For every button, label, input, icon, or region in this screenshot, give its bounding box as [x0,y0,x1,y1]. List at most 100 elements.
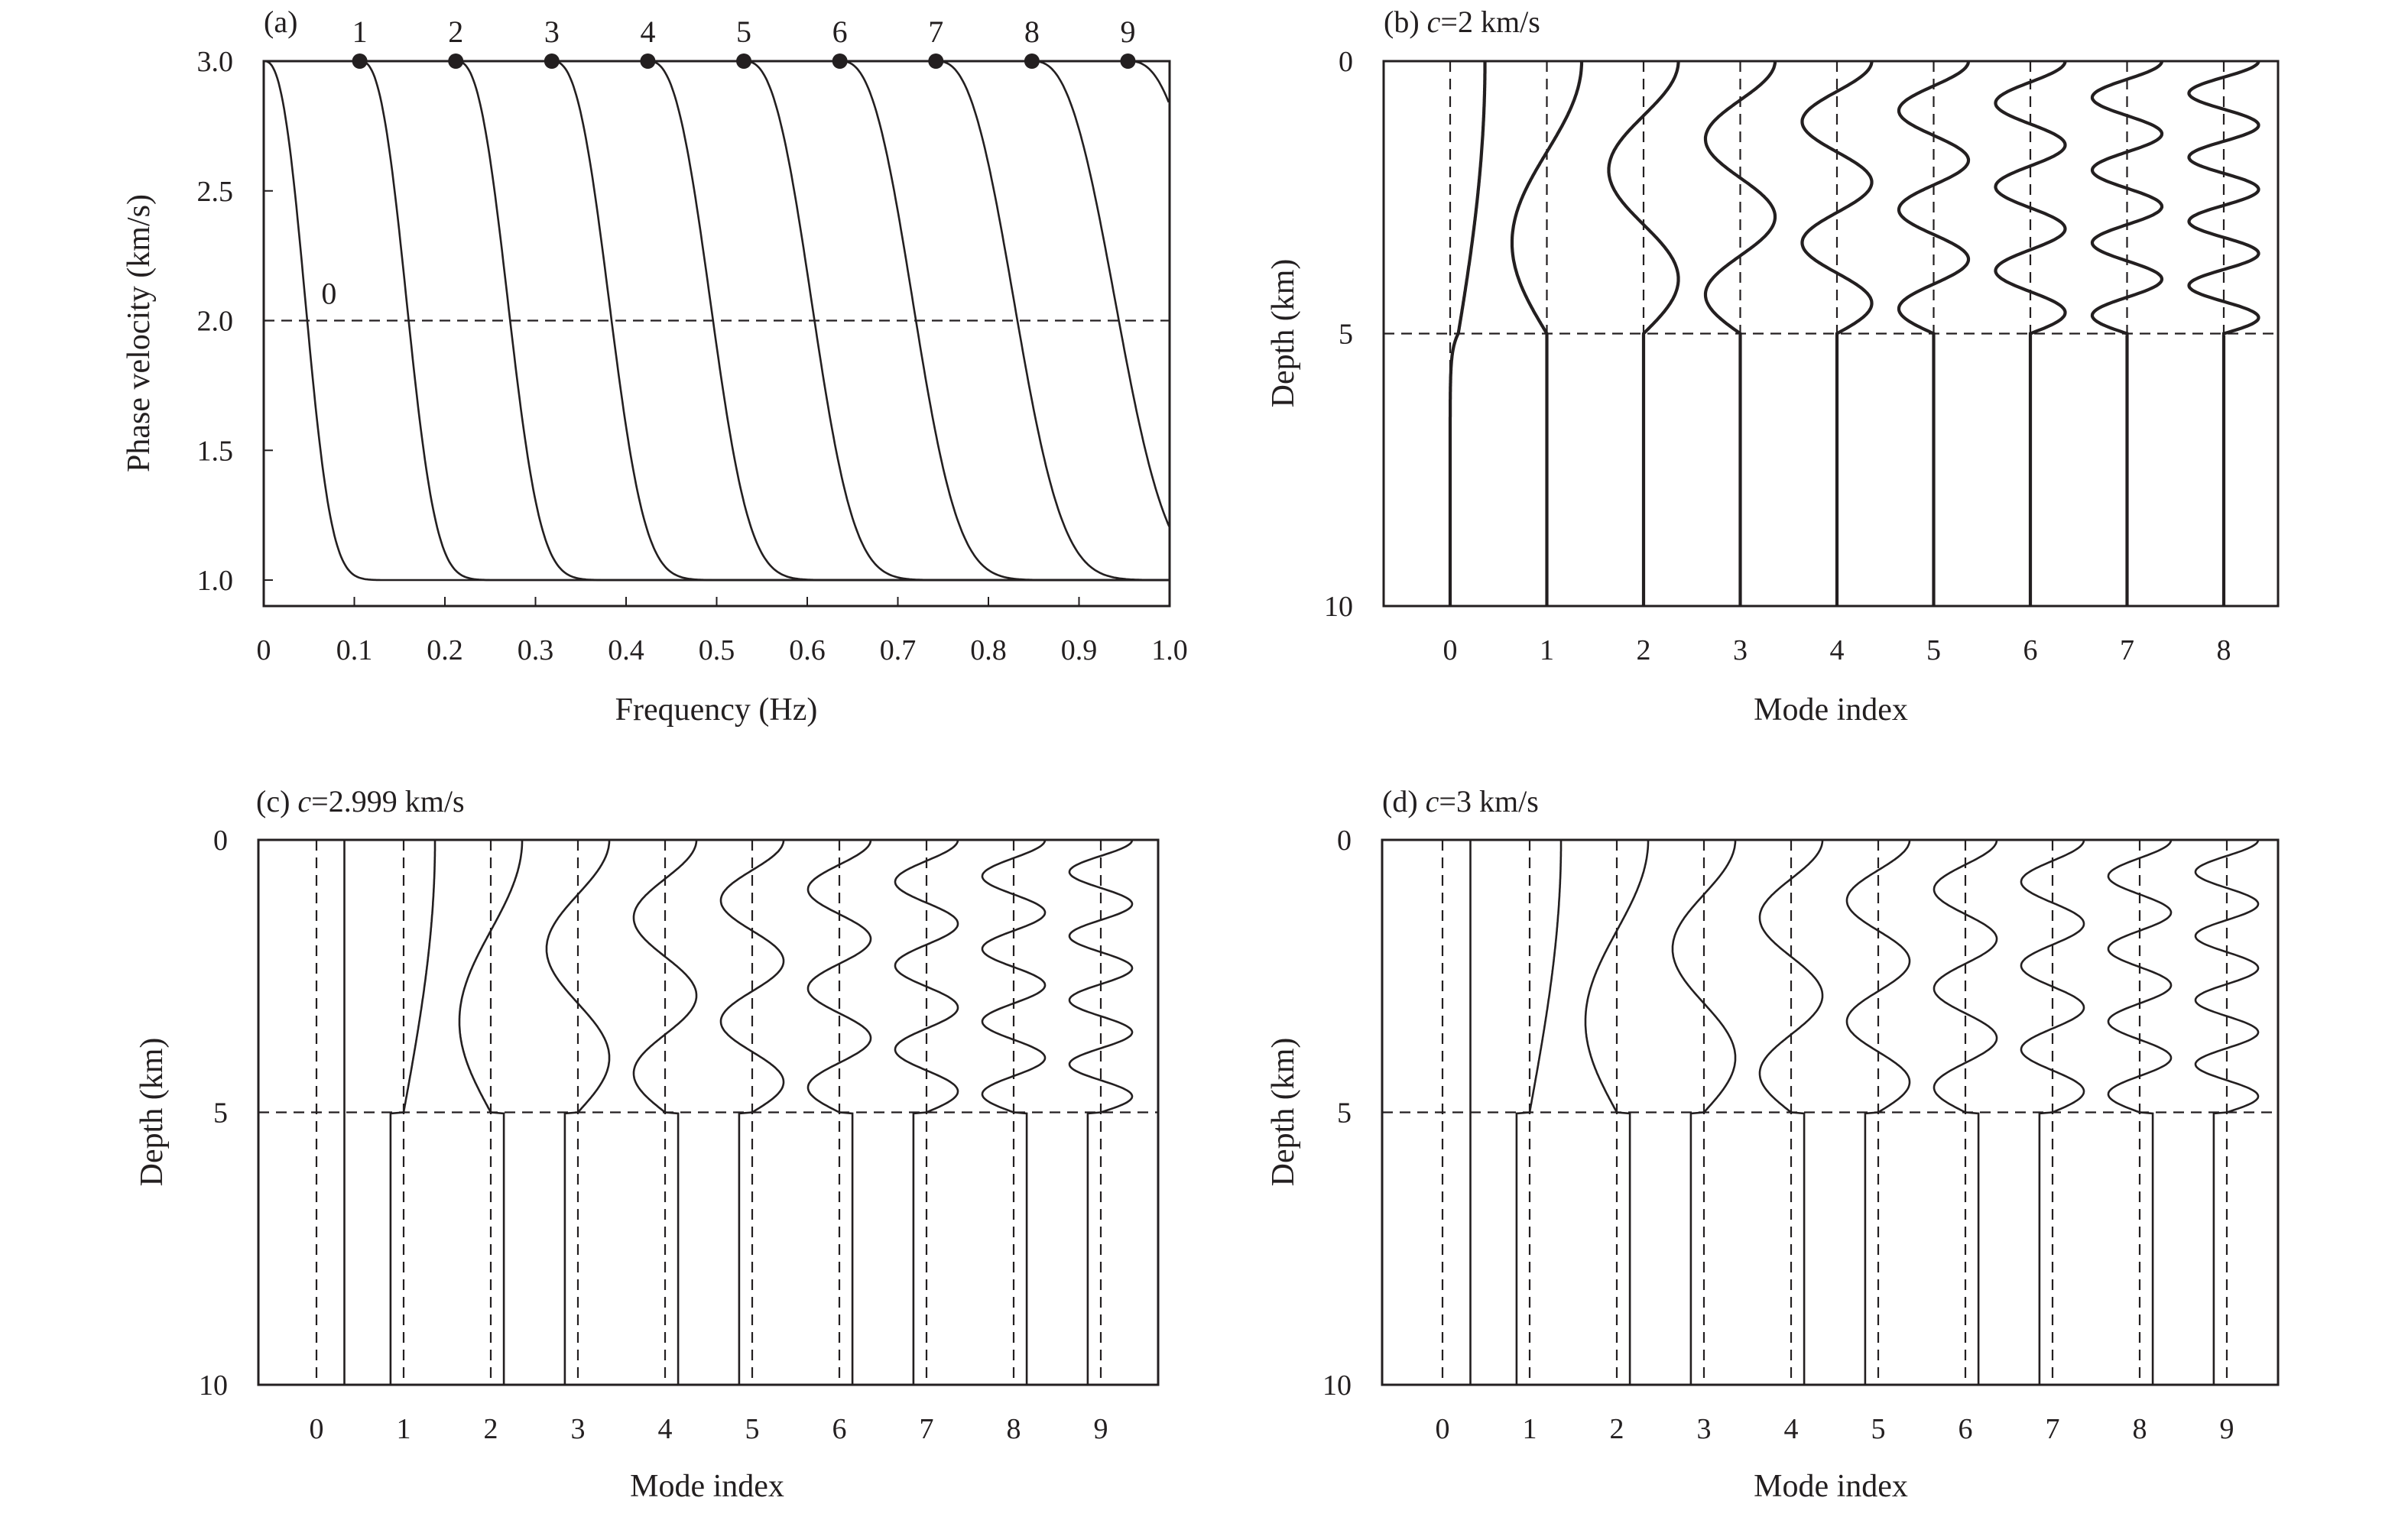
panel-b-y-tick-label: 10 [1324,591,1353,623]
panel-a-x-tick-label: 0.5 [699,634,735,666]
mode-4-eigenfunction [1758,840,1824,1385]
panel-d-y-tick-label: 5 [1337,1097,1352,1130]
cutoff-label-9: 9 [1120,15,1135,49]
panel-c-y-tick-label: 10 [199,1370,228,1402]
panel-c-x-tick-label: 9 [1094,1413,1108,1445]
mode-4-eigenfunction [632,840,698,1385]
mode-6-eigenfunction [1933,839,1998,1385]
panel-a-x-tick-label: 0.1 [336,634,373,666]
cutoff-label-6: 6 [832,15,848,49]
cutoff-label-4: 4 [640,15,655,49]
panel-c-x-tick-label: 2 [484,1413,498,1445]
panel-d-x-tick-label: 0 [1436,1413,1450,1445]
panel-d-title: (d) c=3 km/s [1382,784,1539,818]
panel-c-eigenfunctions: (c) c=2.999 km/s 0 1 2 3 4 5 6 7 8 9 0 5 10 Mode ind… [135,784,1160,1504]
panel-d-x-axis-label: Mode index [1754,1469,1908,1504]
mode-3-eigenfunction [1703,61,1777,606]
panel-d-x-tick-label: 1 [1523,1413,1537,1445]
panel-c-x-tick-label: 6 [832,1413,847,1445]
panel-a-dispersion-chart: (a) 1 2 3 4 5 6 7 8 9 0 0.1 0.2 0.3 0.4 0.5 0.6 0.7 0.8 0… [122,5,1188,728]
panel-a-x-tick-label: 0.8 [970,634,1007,666]
panel-d-x-tick-label: 4 [1784,1413,1799,1445]
panel-a-y-tick-label: 2.5 [197,176,234,208]
panel-c-x-tick-label: 0 [310,1413,324,1445]
mode-3-eigenfunction [545,840,611,1385]
panel-d-x-tick-label: 9 [2220,1413,2234,1445]
mode-1-eigenfunction [1515,840,1563,1385]
mode-9-eigenfunction [2194,839,2260,1385]
panel-b-x-tick-label: 4 [1830,634,1845,666]
panel-b-x-tick-label: 6 [2023,634,2038,666]
panel-c-x-tick-label: 5 [745,1413,760,1445]
panel-b-x-tick-label: 1 [1540,634,1554,666]
panel-b-x-tick-label: 8 [2217,634,2231,666]
panel-a-x-tick-label: 0.7 [880,634,917,666]
panel-d-c-value: =3 km/s [1439,784,1538,818]
mode-8-eigenfunction [2187,60,2260,606]
panel-d-label: (d) [1382,784,1426,818]
cutoff-label-2: 2 [448,15,463,49]
panel-d-x-tick-label: 6 [1959,1413,1973,1445]
panel-a-x-tick-label: 0 [257,634,271,666]
panel-a-y-tick-label: 3.0 [197,46,234,78]
panel-d-y-tick-label: 10 [1322,1370,1352,1402]
panel-d-y-axis-label: Depth (km) [1266,1038,1301,1187]
panel-a-label: (a) [264,5,297,39]
mode-1-eigenfunction [1510,61,1584,606]
panel-a-x-tick-label: 0.9 [1061,634,1098,666]
panel-b-c-symbol: c [1427,5,1441,39]
panel-a-y-tick-label: 1.0 [197,565,234,597]
panel-c-label: (c) [256,784,297,818]
panel-a-x-tick-label: 0.2 [427,634,463,666]
mode-7-eigenfunction [2090,60,2164,606]
mode-9-dispersion-curve [1128,60,1170,103]
cutoff-label-5: 5 [736,15,751,49]
panel-c-x-tick-label: 4 [658,1413,673,1445]
mode-2-eigenfunction [458,840,524,1385]
panel-c-x-tick-label: 7 [920,1413,934,1445]
panel-c-x-tick-label: 1 [397,1413,411,1445]
panel-b-y-tick-label: 5 [1339,319,1353,351]
panel-a-x-tick-label: 1.0 [1151,634,1188,666]
panel-c-y-tick-label: 0 [213,825,228,857]
panel-a-x-axis-label: Frequency (Hz) [615,692,818,728]
panel-d-y-tick-label: 0 [1337,825,1352,857]
panel-b-eigenfunctions: (b) c=2 km/s 0 1 2 3 4 5 6 7 8 0 5 10 Mode index De… [1266,5,2280,728]
mode-8-eigenfunction [2107,839,2173,1385]
mode-7-eigenfunction [894,839,959,1385]
panel-d-x-tick-label: 3 [1697,1413,1712,1445]
panel-b-x-tick-label: 0 [1443,634,1458,666]
panel-d-c-symbol: c [1426,784,1439,818]
mode-5-eigenfunction [1845,840,1911,1385]
mode-2-eigenfunction [1607,61,1680,606]
mode-7-dispersion-curve [936,60,1170,582]
panel-b-y-tick-label: 0 [1339,46,1353,78]
panel-b-label: (b) [1384,5,1427,39]
panel-c-x-axis-label: Mode index [630,1469,784,1504]
mode-3-eigenfunction [1671,840,1737,1385]
panel-a-x-tick-label: 0.4 [608,634,644,666]
panel-d-x-tick-label: 5 [1871,1413,1886,1445]
mode-6-eigenfunction [1994,60,2067,606]
mode-2-eigenfunction [1584,840,1650,1385]
panel-c-title: (c) c=2.999 km/s [256,784,465,818]
panel-c-c-value: =2.999 km/s [311,784,464,818]
cutoff-label-7: 7 [928,15,943,49]
panel-b-c-value: =2 km/s [1440,5,1540,39]
mode-7-eigenfunction [2020,839,2085,1385]
panel-b-x-tick-label: 5 [1926,634,1941,666]
panel-b-y-axis-label: Depth (km) [1266,259,1301,408]
cutoff-label-1: 1 [352,15,368,49]
panel-d-eigenfunctions: (d) c=3 km/s 0 1 2 3 4 5 6 7 8 9 0 5 10 Mode index D… [1266,784,2280,1504]
panel-b-x-axis-label: Mode index [1754,692,1908,728]
panel-d-x-tick-label: 2 [1610,1413,1624,1445]
mode-8-dispersion-curve [1031,60,1170,527]
panel-a-y-axis-label: Phase velocity (km/s) [122,194,157,472]
cutoff-label-3: 3 [544,15,560,49]
panel-b-title: (b) c=2 km/s [1384,5,1540,39]
panel-a-frame [262,60,1171,608]
mode-5-eigenfunction [719,840,785,1385]
mode-6-eigenfunction [806,839,872,1385]
panel-b-x-tick-label: 3 [1733,634,1748,666]
panel-c-c-symbol: c [297,784,311,818]
